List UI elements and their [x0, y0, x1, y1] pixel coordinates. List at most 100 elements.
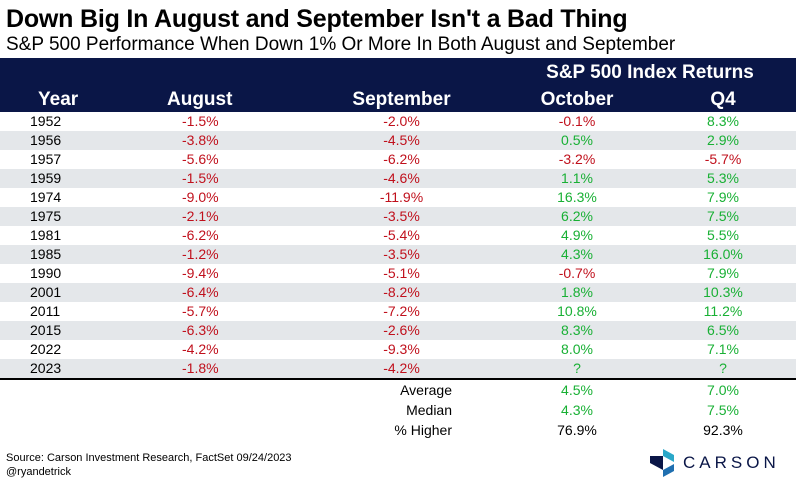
september-cell: -5.4%: [299, 226, 504, 245]
august-cell: -6.4%: [112, 283, 299, 302]
september-cell: -6.2%: [299, 150, 504, 169]
page-title: Down Big In August and September Isn't a…: [6, 5, 628, 33]
year-cell: 1957: [0, 150, 112, 169]
table-body: 1952 -1.5% -2.0% -0.1% 8.3% 1956 -3.8% -4.5% 0.5…: [0, 112, 796, 440]
year-cell: 1990: [0, 264, 112, 283]
year-cell: 2011: [0, 302, 112, 321]
q4-cell: 6.5%: [650, 321, 796, 340]
year-cell: 1952: [0, 112, 112, 131]
summary-label: % Higher: [0, 420, 504, 440]
q4-cell: 7.9%: [650, 264, 796, 283]
table-row: 1990 -9.4% -5.1% -0.7% 7.9%: [0, 264, 796, 283]
october-cell: 16.3%: [504, 188, 650, 207]
q4-cell: 11.2%: [650, 302, 796, 321]
summary-label: Median: [0, 400, 504, 420]
returns-table-container: S&P 500 Index Returns Year August Septem…: [0, 58, 796, 440]
year-cell: 1959: [0, 169, 112, 188]
august-cell: -1.5%: [112, 169, 299, 188]
index-returns-group-header: S&P 500 Index Returns: [546, 61, 754, 83]
year-cell: 2015: [0, 321, 112, 340]
column-header-october: October: [540, 88, 614, 110]
table-row: 1952 -1.5% -2.0% -0.1% 8.3%: [0, 112, 796, 131]
table-row: 1981 -6.2% -5.4% 4.9% 5.5%: [0, 226, 796, 245]
october-cell: 8.0%: [504, 340, 650, 359]
august-cell: -5.7%: [112, 302, 299, 321]
october-cell: 1.8%: [504, 283, 650, 302]
october-cell: 8.3%: [504, 321, 650, 340]
year-cell: 2023: [0, 359, 112, 380]
october-cell: 4.3%: [504, 245, 650, 264]
carson-logo-mark-icon: [650, 449, 674, 477]
header-spacer: [0, 58, 504, 87]
september-cell: -8.2%: [299, 283, 504, 302]
table-header: S&P 500 Index Returns Year August Septem…: [0, 58, 796, 112]
august-cell: -3.8%: [112, 131, 299, 150]
september-cell: -2.6%: [299, 321, 504, 340]
column-header-year: Year: [38, 88, 79, 110]
q4-cell: ?: [650, 359, 796, 380]
carson-logo-wordmark: CARSON: [683, 453, 780, 472]
october-cell: -3.2%: [504, 150, 650, 169]
table-row: 2001 -6.4% -8.2% 1.8% 10.3%: [0, 283, 796, 302]
october-cell: 1.1%: [504, 169, 650, 188]
august-cell: -5.6%: [112, 150, 299, 169]
september-cell: -7.2%: [299, 302, 504, 321]
q4-cell: 7.9%: [650, 188, 796, 207]
september-cell: -5.1%: [299, 264, 504, 283]
september-cell: -11.9%: [299, 188, 504, 207]
year-cell: 1981: [0, 226, 112, 245]
october-cell: 4.9%: [504, 226, 650, 245]
year-cell: 1985: [0, 245, 112, 264]
author-handle: @ryandetrick: [6, 466, 71, 478]
summary-row: Average 4.5% 7.0%: [0, 379, 796, 400]
carson-logo: CARSON: [650, 449, 792, 477]
august-cell: -9.4%: [112, 264, 299, 283]
august-cell: -1.8%: [112, 359, 299, 380]
year-cell: 1956: [0, 131, 112, 150]
table-row: 2022 -4.2% -9.3% 8.0% 7.1%: [0, 340, 796, 359]
q4-cell: 2.9%: [650, 131, 796, 150]
column-header-q4: Q4: [710, 88, 736, 110]
october-cell: 0.5%: [504, 131, 650, 150]
q4-cell: 8.3%: [650, 112, 796, 131]
summary-oct-cell: 76.9%: [504, 420, 650, 440]
table-row: 1956 -3.8% -4.5% 0.5% 2.9%: [0, 131, 796, 150]
october-cell: ?: [504, 359, 650, 380]
table-row: 1957 -5.6% -6.2% -3.2% -5.7%: [0, 150, 796, 169]
table-row: 1974 -9.0% -11.9% 16.3% 7.9%: [0, 188, 796, 207]
q4-cell: 5.5%: [650, 226, 796, 245]
august-cell: -2.1%: [112, 207, 299, 226]
q4-cell: 16.0%: [650, 245, 796, 264]
year-cell: 2001: [0, 283, 112, 302]
table-row: 2023 -1.8% -4.2%??: [0, 359, 796, 380]
table-row: 2015 -6.3% -2.6% 8.3% 6.5%: [0, 321, 796, 340]
q4-cell: 5.3%: [650, 169, 796, 188]
year-cell: 2022: [0, 340, 112, 359]
summary-q4-cell: 7.5%: [650, 400, 796, 420]
august-cell: -6.3%: [112, 321, 299, 340]
table-row: 2011 -5.7% -7.2% 10.8% 11.2%: [0, 302, 796, 321]
august-cell: -1.2%: [112, 245, 299, 264]
q4-cell: 7.1%: [650, 340, 796, 359]
summary-q4-cell: 7.0%: [650, 379, 796, 400]
october-cell: 6.2%: [504, 207, 650, 226]
summary-oct-cell: 4.5%: [504, 379, 650, 400]
september-cell: -4.6%: [299, 169, 504, 188]
august-cell: -1.5%: [112, 112, 299, 131]
header-column-row: Year August September October Q4: [0, 87, 796, 112]
q4-cell: 7.5%: [650, 207, 796, 226]
column-header-august: August: [167, 88, 233, 110]
returns-table: S&P 500 Index Returns Year August Septem…: [0, 58, 796, 440]
september-cell: -4.2%: [299, 359, 504, 380]
september-cell: -3.5%: [299, 245, 504, 264]
page-subtitle: S&P 500 Performance When Down 1% Or More…: [6, 34, 676, 55]
august-cell: -4.2%: [112, 340, 299, 359]
table-row: 1959 -1.5% -4.6% 1.1% 5.3%: [0, 169, 796, 188]
table-row: 1975 -2.1% -3.5% 6.2% 7.5%: [0, 207, 796, 226]
table-row: 1985 -1.2% -3.5% 4.3% 16.0%: [0, 245, 796, 264]
september-cell: -4.5%: [299, 131, 504, 150]
august-cell: -6.2%: [112, 226, 299, 245]
header-group-row: S&P 500 Index Returns: [0, 58, 796, 87]
source-note: Source: Carson Investment Research, Fact…: [6, 452, 292, 464]
column-header-september: September: [352, 88, 451, 110]
